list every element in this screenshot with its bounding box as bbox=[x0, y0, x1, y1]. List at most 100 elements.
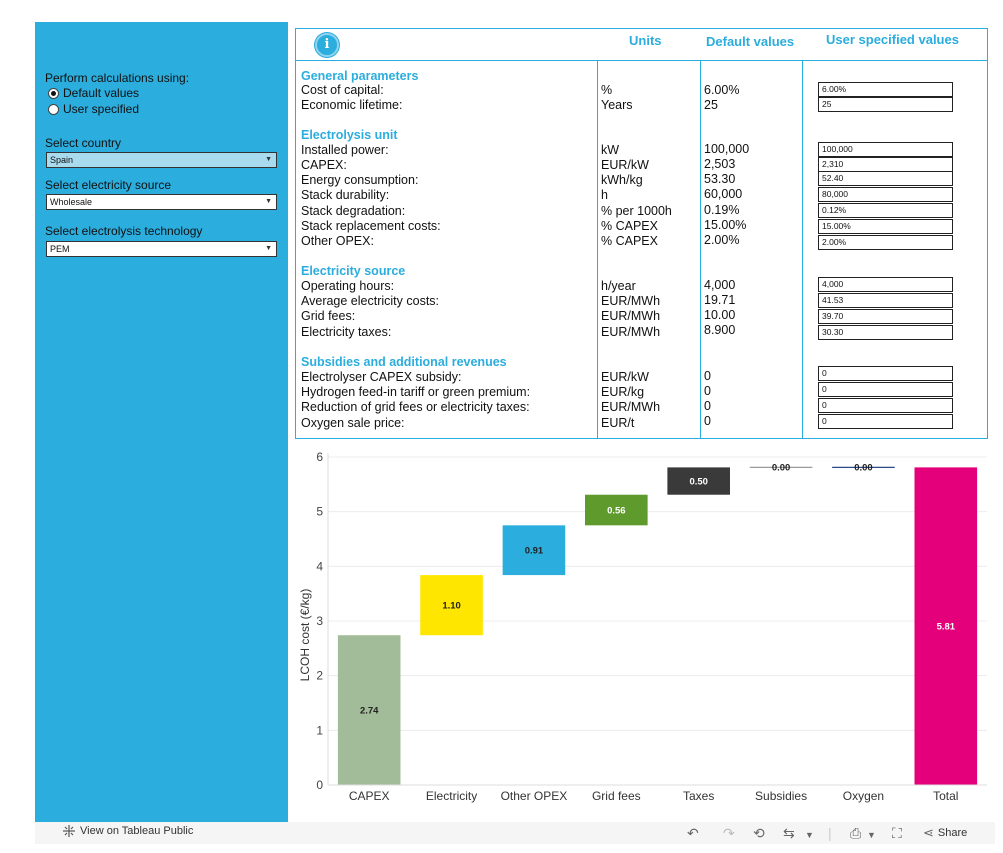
electricity-source-select[interactable]: Wholesale ▼ bbox=[46, 194, 277, 210]
param-unit: EUR/MWh bbox=[601, 325, 661, 339]
param-label: Other OPEX: bbox=[301, 234, 374, 248]
y-tick-label: 6 bbox=[316, 450, 323, 464]
param-default: 100,000 bbox=[704, 142, 750, 156]
param-unit: EUR/kg bbox=[601, 385, 645, 399]
y-tick-label: 0 bbox=[316, 778, 323, 792]
param-default: 8.900 bbox=[704, 323, 736, 337]
refresh-icon[interactable]: ⇆ bbox=[783, 825, 795, 841]
param-label: Economic lifetime: bbox=[301, 98, 403, 112]
lcoh-waterfall-chart: 2.74 1.10 0.91 0.56 0.50 0.00 0.00 5.81 0 1 2 3 4 5 6… bbox=[295, 445, 995, 815]
param-label: Stack degradation: bbox=[301, 204, 406, 218]
radio-default-label: Default values bbox=[63, 86, 140, 100]
param-default: 0.19% bbox=[704, 203, 740, 217]
chevron-down-icon[interactable]: ▼ bbox=[805, 830, 814, 840]
chevron-down-icon: ▼ bbox=[265, 156, 272, 163]
view-on-tableau-link[interactable]: View on Tableau Public bbox=[63, 825, 193, 837]
radio-unselected-icon[interactable] bbox=[48, 103, 59, 115]
user-value-input[interactable]: 100,000 bbox=[818, 142, 953, 157]
data-label: 0.00 bbox=[854, 462, 873, 473]
radio-default-values[interactable]: Default values bbox=[48, 86, 139, 100]
user-value-input[interactable]: 0 bbox=[818, 366, 953, 381]
info-icon[interactable]: i bbox=[315, 33, 339, 57]
share-icon: ⋖ bbox=[923, 825, 934, 840]
user-value-input[interactable]: 41.53 bbox=[818, 293, 953, 308]
param-label: Hydrogen feed-in tariff or green premium… bbox=[301, 385, 531, 399]
revert-icon[interactable]: ⟲ bbox=[753, 825, 765, 841]
undo-icon[interactable]: ↶ bbox=[687, 825, 699, 841]
redo-icon[interactable]: ↷ bbox=[723, 825, 735, 841]
user-value-input[interactable]: 2.00% bbox=[818, 235, 953, 250]
y-tick-label: 5 bbox=[316, 505, 323, 519]
param-default: 4,000 bbox=[704, 278, 736, 292]
technology-select[interactable]: PEM ▼ bbox=[46, 241, 277, 257]
param-label: Installed power: bbox=[301, 143, 389, 157]
column-divider bbox=[597, 60, 598, 438]
param-unit: Years bbox=[601, 98, 633, 112]
data-label: 1.10 bbox=[442, 601, 461, 612]
user-value-input[interactable]: 0 bbox=[818, 414, 953, 429]
country-select[interactable]: Spain ▼ bbox=[46, 152, 277, 168]
share-button[interactable]: ⋖ Share bbox=[923, 825, 967, 841]
column-divider bbox=[802, 60, 803, 438]
fullscreen-icon[interactable]: ⛶ bbox=[892, 825, 902, 841]
data-label: 0.56 bbox=[607, 506, 626, 517]
param-label: Cost of capital: bbox=[301, 83, 384, 97]
user-value-input[interactable]: 0.12% bbox=[818, 203, 953, 218]
x-tick-label: Electricity bbox=[426, 789, 477, 803]
electricity-source-value: Wholesale bbox=[50, 197, 93, 207]
x-tick-label: Subsidies bbox=[755, 789, 807, 803]
user-value-input[interactable]: 39.70 bbox=[818, 309, 953, 324]
download-icon[interactable]: ⎙ bbox=[850, 825, 862, 841]
param-label: Oxygen sale price: bbox=[301, 416, 405, 430]
param-label: CAPEX: bbox=[301, 158, 347, 172]
radio-selected-icon[interactable] bbox=[48, 87, 59, 99]
param-label: Operating hours: bbox=[301, 279, 395, 293]
param-unit: kWh/kg bbox=[601, 173, 643, 187]
param-label: Electricity taxes: bbox=[301, 325, 392, 339]
defaults-header: Default values bbox=[706, 34, 795, 49]
param-unit: EUR/t bbox=[601, 416, 635, 430]
param-default: 25 bbox=[704, 98, 718, 112]
user-value-input[interactable]: 2,310 bbox=[818, 157, 953, 172]
param-label: Grid fees: bbox=[301, 309, 356, 323]
user-value-input[interactable]: 0 bbox=[818, 382, 953, 397]
data-label: 5.81 bbox=[937, 622, 956, 633]
param-unit: EUR/MWh bbox=[601, 294, 661, 308]
param-unit: EUR/kW bbox=[601, 370, 649, 384]
x-tick-label: Total bbox=[933, 789, 958, 803]
chart-canvas: 2.74 1.10 0.91 0.56 0.50 0.00 0.00 5.81 0 1 2 3 4 5 6… bbox=[298, 450, 987, 803]
x-tick-label: Oxygen bbox=[843, 789, 884, 803]
column-divider bbox=[700, 60, 701, 438]
share-label: Share bbox=[937, 827, 968, 839]
user-value-input[interactable]: 4,000 bbox=[818, 277, 953, 292]
control-sidebar: Perform calculations using: Default valu… bbox=[35, 22, 288, 822]
separator-icon: | bbox=[828, 825, 832, 841]
radio-user-label: User specified bbox=[63, 102, 140, 116]
chevron-down-icon[interactable]: ▼ bbox=[867, 830, 876, 840]
user-value-input[interactable]: 52.40 bbox=[818, 171, 953, 186]
param-default: 6.00% bbox=[704, 83, 740, 97]
bar-other-opex bbox=[502, 525, 566, 576]
param-default: 0 bbox=[704, 384, 711, 398]
param-default: 0 bbox=[704, 414, 711, 428]
user-value-input[interactable]: 15.00% bbox=[818, 219, 953, 234]
param-default: 2,503 bbox=[704, 157, 736, 171]
user-value-input[interactable]: 30.30 bbox=[818, 325, 953, 340]
country-value: Spain bbox=[50, 155, 74, 165]
param-label: Energy consumption: bbox=[301, 173, 419, 187]
param-unit: kW bbox=[601, 143, 620, 157]
country-label: Select country bbox=[45, 136, 122, 150]
tableau-toolbar: View on Tableau Public ↶ ↷ ⟲ ⇆ ▼ | ⎙ ▼ ⛶… bbox=[35, 822, 995, 844]
param-unit: EUR/MWh bbox=[601, 400, 661, 414]
user-value-input[interactable]: 80,000 bbox=[818, 187, 953, 202]
technology-label: Select electrolysis technology bbox=[45, 224, 203, 238]
param-label: Reduction of grid fees or electricity ta… bbox=[301, 400, 530, 414]
radio-user-specified[interactable]: User specified bbox=[48, 102, 139, 116]
user-value-input[interactable]: 25 bbox=[818, 97, 953, 112]
chevron-down-icon: ▼ bbox=[265, 245, 272, 252]
user-value-input[interactable]: 0 bbox=[818, 398, 953, 413]
param-default: 53.30 bbox=[704, 172, 736, 186]
user-value-input[interactable]: 6.00% bbox=[818, 82, 953, 97]
x-tick-label: CAPEX bbox=[349, 789, 390, 803]
